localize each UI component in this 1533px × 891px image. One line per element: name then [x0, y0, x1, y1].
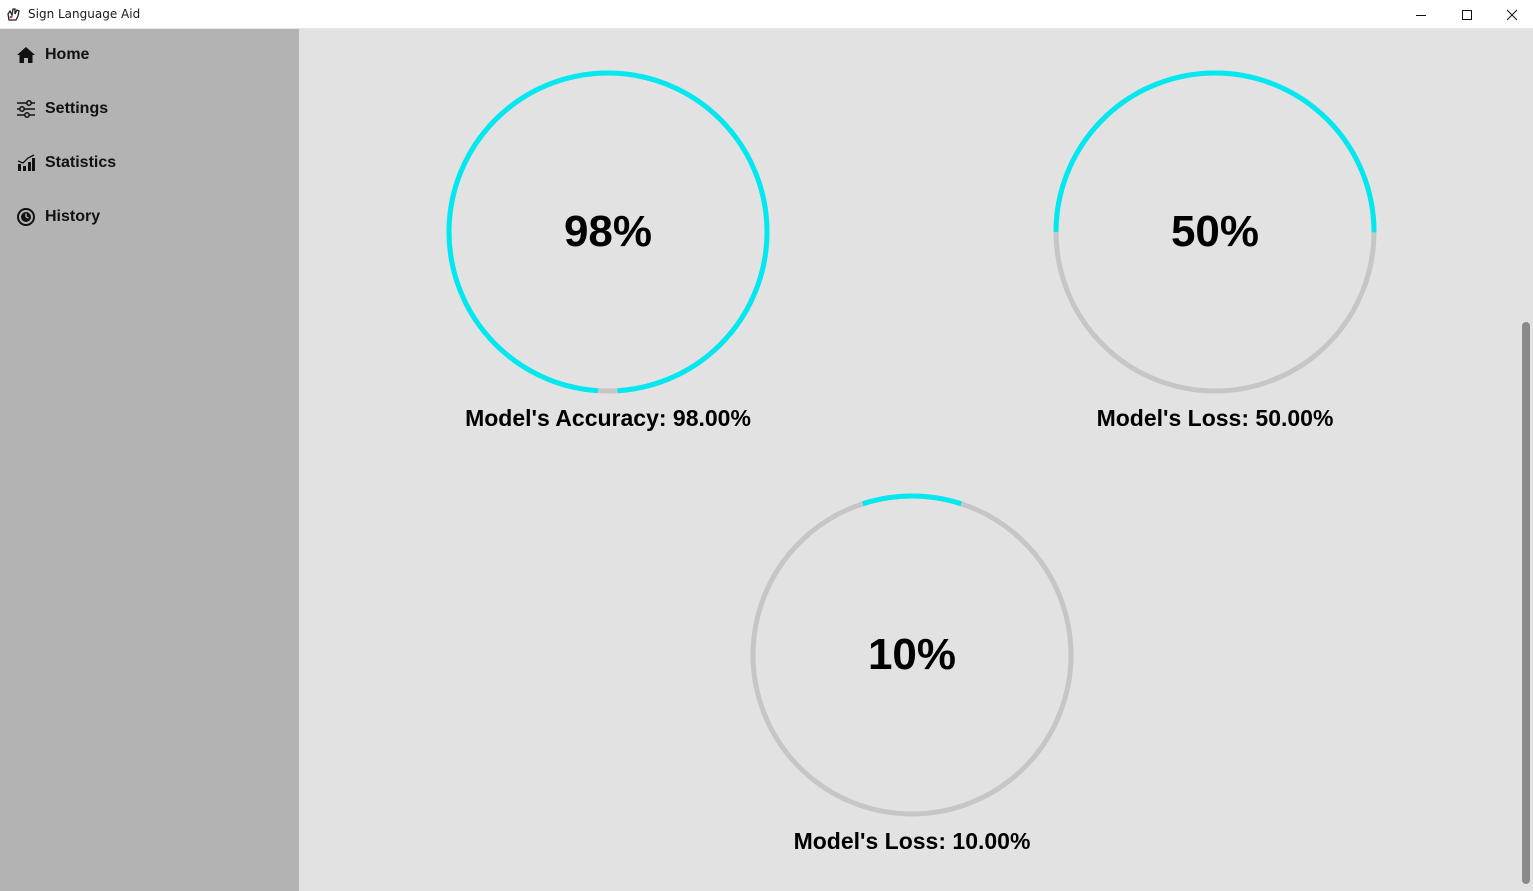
sliders-icon: [15, 98, 37, 120]
bar-chart-icon: [15, 152, 37, 174]
loss-caption-secondary: Model's Loss: 10.00%: [793, 828, 1031, 854]
loss-gauge-secondary: 10%: [747, 490, 1077, 820]
gauge-progress-arc: [1053, 70, 1377, 394]
sidebar-item-history[interactable]: History: [0, 195, 299, 239]
title-bar: Sign Language Aid: [0, 0, 1533, 29]
window-title: Sign Language Aid: [28, 7, 141, 21]
gauge-percent: 98%: [563, 207, 653, 256]
loss-caption: Model's Loss: 50.00%: [1096, 405, 1334, 431]
sidebar-item-statistics[interactable]: Statistics: [0, 141, 299, 185]
close-icon: [1506, 9, 1518, 20]
loss-gauge: 50%: [1050, 67, 1380, 397]
sidebar: Home Settings Statistics: [0, 29, 299, 891]
history-icon: [15, 206, 37, 228]
maximize-button[interactable]: [1444, 0, 1490, 29]
close-button[interactable]: [1489, 0, 1533, 29]
scrollbar-thumb[interactable]: [1522, 322, 1530, 884]
gauge-percent: 10%: [867, 630, 957, 679]
hand-sign-icon: [6, 6, 22, 22]
statistics-panel: 98% Model's Accuracy: 98.00% 50% Model's…: [299, 29, 1533, 891]
home-icon: [15, 44, 37, 66]
gauge-percent: 50%: [1170, 207, 1260, 256]
sidebar-item-label: Settings: [45, 100, 109, 117]
gauge-progress-arc: [446, 70, 770, 394]
minimize-icon: [1416, 14, 1426, 16]
accuracy-caption: Model's Accuracy: 98.00%: [465, 405, 751, 431]
sidebar-item-label: Home: [45, 46, 90, 63]
accuracy-gauge: 98%: [443, 67, 773, 397]
sidebar-item-label: History: [45, 208, 101, 225]
sidebar-item-home[interactable]: Home: [0, 33, 299, 77]
maximize-icon: [1462, 9, 1472, 20]
sidebar-item-settings[interactable]: Settings: [0, 87, 299, 131]
sidebar-item-label: Statistics: [45, 154, 117, 171]
minimize-button[interactable]: [1398, 0, 1444, 29]
